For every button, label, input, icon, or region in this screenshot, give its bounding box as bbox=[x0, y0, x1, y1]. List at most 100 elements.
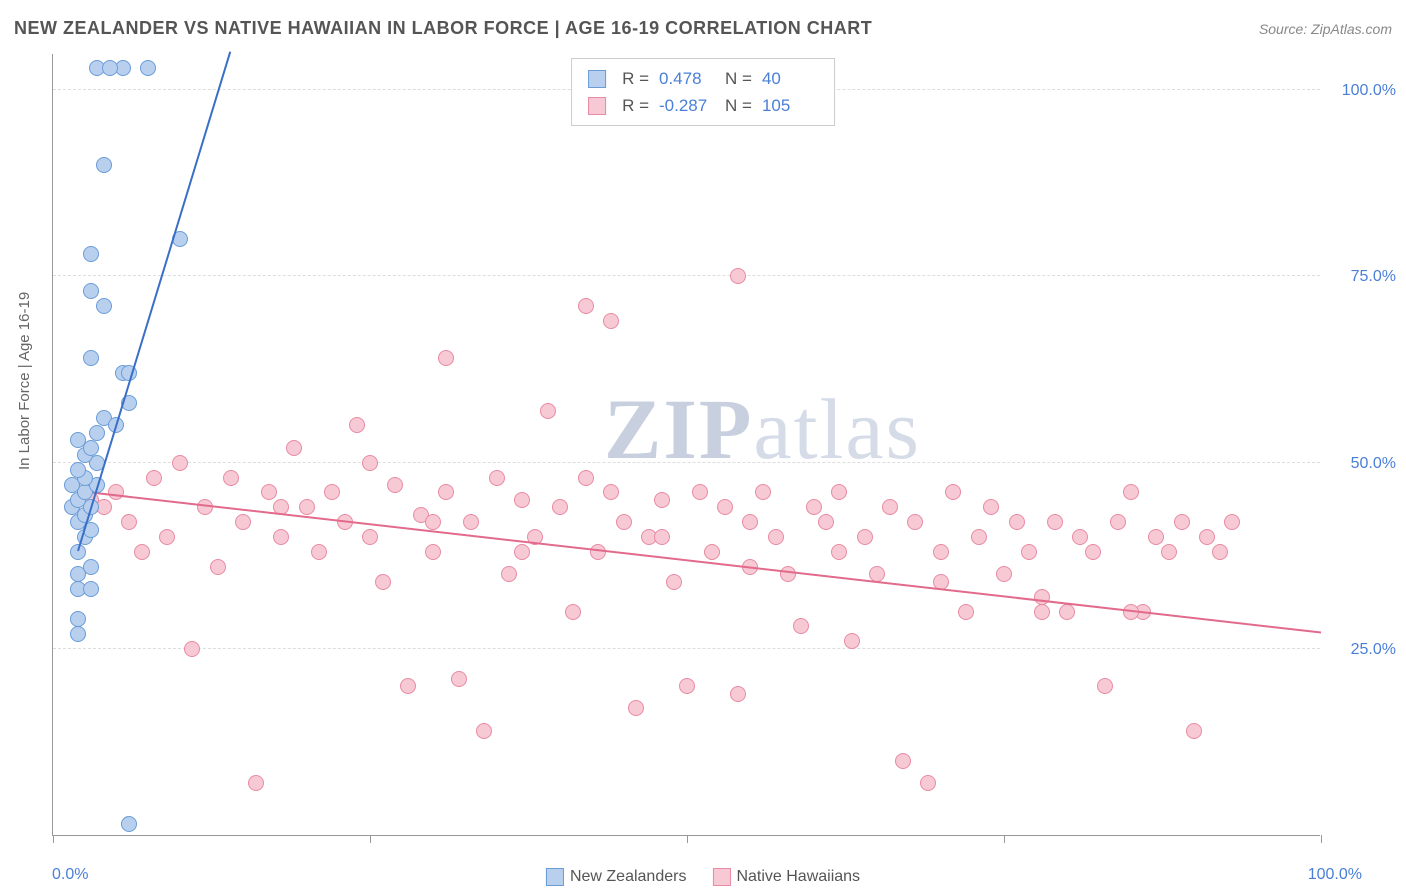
nh-point bbox=[362, 529, 378, 545]
stats-r-label2: R = bbox=[622, 92, 649, 119]
nh-point bbox=[818, 514, 834, 530]
stats-n-nz: 40 bbox=[762, 65, 818, 92]
nh-point bbox=[971, 529, 987, 545]
nh-point bbox=[1148, 529, 1164, 545]
stats-swatch-nz bbox=[588, 70, 606, 88]
legend-swatch-nh bbox=[712, 868, 730, 886]
nh-point bbox=[780, 566, 796, 582]
nh-point bbox=[666, 574, 682, 590]
stats-row-nh: R = -0.287 N = 105 bbox=[588, 92, 818, 119]
nz-point bbox=[121, 816, 137, 832]
nh-point bbox=[895, 753, 911, 769]
nh-point bbox=[1021, 544, 1037, 560]
nh-point bbox=[755, 484, 771, 500]
nh-point bbox=[324, 484, 340, 500]
nh-point bbox=[679, 678, 695, 694]
nh-point bbox=[1123, 484, 1139, 500]
nh-point bbox=[831, 484, 847, 500]
nh-point bbox=[933, 544, 949, 560]
legend-item-nh: Native Hawaiians bbox=[712, 868, 860, 886]
nh-point bbox=[793, 618, 809, 634]
x-tick-right: 100.0% bbox=[1308, 866, 1362, 884]
stats-r-nz: 0.478 bbox=[659, 65, 715, 92]
nh-point bbox=[616, 514, 632, 530]
nz-point bbox=[70, 462, 86, 478]
nz-point bbox=[89, 425, 105, 441]
chart-container: NEW ZEALANDER VS NATIVE HAWAIIAN IN LABO… bbox=[0, 0, 1406, 892]
nh-point bbox=[489, 470, 505, 486]
nh-point bbox=[540, 403, 556, 419]
nh-point bbox=[121, 514, 137, 530]
nh-point bbox=[172, 455, 188, 471]
nz-point bbox=[140, 60, 156, 76]
stats-r-label: R = bbox=[622, 65, 649, 92]
nz-point bbox=[83, 246, 99, 262]
nh-point bbox=[1059, 604, 1075, 620]
nh-point bbox=[692, 484, 708, 500]
nh-point bbox=[476, 723, 492, 739]
nh-point bbox=[730, 686, 746, 702]
nh-point bbox=[273, 529, 289, 545]
nz-point bbox=[83, 581, 99, 597]
nz-point bbox=[96, 157, 112, 173]
nh-point bbox=[831, 544, 847, 560]
nh-point bbox=[1097, 678, 1113, 694]
nh-point bbox=[1212, 544, 1228, 560]
stats-swatch-nh bbox=[588, 97, 606, 115]
nh-point bbox=[400, 678, 416, 694]
x-tick bbox=[687, 835, 688, 843]
nh-point bbox=[286, 440, 302, 456]
nh-point bbox=[235, 514, 251, 530]
nh-point bbox=[311, 544, 327, 560]
nh-point bbox=[362, 455, 378, 471]
nz-point bbox=[70, 626, 86, 642]
legend-swatch-nz bbox=[546, 868, 564, 886]
nh-point bbox=[742, 514, 758, 530]
source-label: Source: ZipAtlas.com bbox=[1259, 21, 1392, 37]
nh-point bbox=[730, 268, 746, 284]
stats-row-nz: R = 0.478 N = 40 bbox=[588, 65, 818, 92]
nh-point bbox=[945, 484, 961, 500]
nh-point bbox=[578, 470, 594, 486]
stats-n-label2: N = bbox=[725, 92, 752, 119]
nh-point bbox=[578, 298, 594, 314]
nh-point bbox=[1034, 604, 1050, 620]
y-tick-label: 75.0% bbox=[1351, 268, 1396, 286]
nh-point bbox=[1186, 723, 1202, 739]
nh-point bbox=[197, 499, 213, 515]
x-tick bbox=[370, 835, 371, 843]
nh-point bbox=[603, 484, 619, 500]
nh-point bbox=[958, 604, 974, 620]
legend-label-nz: New Zealanders bbox=[570, 868, 687, 885]
nh-point bbox=[907, 514, 923, 530]
nh-point bbox=[514, 544, 530, 560]
nh-point bbox=[1110, 514, 1126, 530]
chart-title: NEW ZEALANDER VS NATIVE HAWAIIAN IN LABO… bbox=[14, 18, 872, 39]
stats-r-nh: -0.287 bbox=[659, 92, 715, 119]
nh-point bbox=[261, 484, 277, 500]
nh-point bbox=[654, 492, 670, 508]
y-tick-label: 25.0% bbox=[1351, 641, 1396, 659]
nh-point bbox=[603, 313, 619, 329]
nh-point bbox=[184, 641, 200, 657]
nh-point bbox=[857, 529, 873, 545]
y-tick-label: 100.0% bbox=[1342, 82, 1396, 100]
nh-point bbox=[438, 484, 454, 500]
nh-point bbox=[108, 484, 124, 500]
stats-n-nh: 105 bbox=[762, 92, 818, 119]
nh-point bbox=[1224, 514, 1240, 530]
plot-area: ZIPatlas bbox=[52, 54, 1320, 836]
nh-point bbox=[1009, 514, 1025, 530]
nh-point bbox=[704, 544, 720, 560]
nh-point bbox=[1072, 529, 1088, 545]
nh-point bbox=[1085, 544, 1101, 560]
nh-point bbox=[159, 529, 175, 545]
nh-point bbox=[299, 499, 315, 515]
stats-n-label: N = bbox=[725, 65, 752, 92]
nz-point bbox=[83, 559, 99, 575]
grid-line bbox=[53, 462, 1320, 463]
nh-point bbox=[514, 492, 530, 508]
nh-point bbox=[565, 604, 581, 620]
nh-point bbox=[387, 477, 403, 493]
grid-line bbox=[53, 648, 1320, 649]
